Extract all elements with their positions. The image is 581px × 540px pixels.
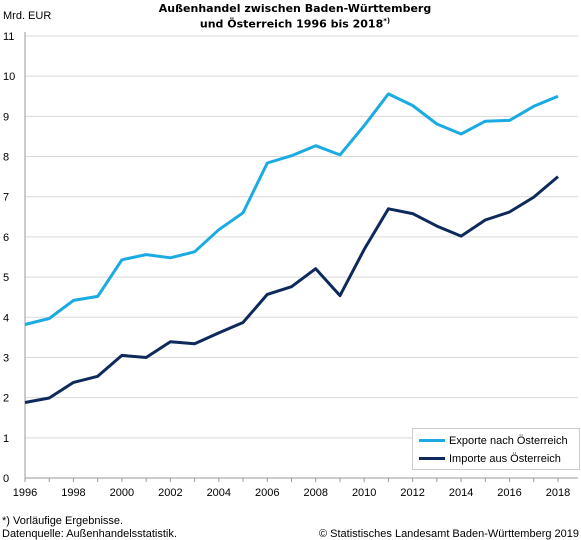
series-exports (24, 92, 559, 326)
copyright: © Statistisches Landesamt Baden-Württemb… (318, 528, 579, 540)
x-tick-label-2006: 2006 (255, 487, 279, 499)
chart-title-line-2: und Österreich 1996 bis 2018*) (150, 15, 440, 31)
y-tick-label-9: 9 (3, 111, 9, 123)
legend: Exporte nach Österreich Importe aus Öste… (412, 428, 580, 470)
x-tick-label-1998: 1998 (61, 487, 85, 499)
series-line-exports (24, 92, 559, 326)
y-tick-label-7: 7 (3, 192, 9, 204)
data-source: Datenquelle: Außenhandelsstatistik. (2, 528, 177, 540)
chart-title-line-2-text: und Österreich 1996 bis 2018 (199, 17, 384, 31)
y-axis-unit-label: Mrd. EUR (3, 10, 52, 22)
legend-item-imports: Importe aus Österreich (419, 451, 561, 467)
legend-label-imports: Importe aus Österreich (449, 453, 561, 465)
y-tick-label-6: 6 (3, 232, 9, 244)
y-tick-label-1: 1 (3, 433, 9, 445)
x-tick-label-2010: 2010 (352, 487, 376, 499)
series-imports (24, 175, 559, 404)
chart-title: Außenhandel zwischen Baden-Württemberg u… (150, 2, 440, 31)
title-footnote-mark: *) (383, 17, 391, 25)
x-tick-label-1996: 1996 (13, 487, 37, 499)
y-tick-label-3: 3 (3, 352, 9, 364)
y-tick-label-0: 0 (3, 473, 9, 485)
axes (24, 32, 578, 482)
series-line-imports (24, 175, 559, 404)
grid-lines (25, 35, 578, 439)
legend-swatch-imports (419, 456, 445, 460)
series-lines (24, 92, 559, 404)
y-tick-label-4: 4 (3, 312, 9, 324)
x-tick-label-2008: 2008 (303, 487, 327, 499)
legend-item-exports: Exporte nach Österreich (419, 433, 568, 449)
legend-swatch-exports (419, 438, 445, 442)
x-tick-label-2000: 2000 (110, 487, 134, 499)
x-tick-label-2014: 2014 (449, 487, 473, 499)
y-tick-label-11: 11 (3, 31, 14, 43)
legend-label-exports: Exporte nach Österreich (449, 435, 568, 447)
x-tick-label-2002: 2002 (158, 487, 182, 499)
footnote: *) Vorläufige Ergebnisse. (2, 515, 124, 527)
x-tick-label-2018: 2018 (546, 487, 570, 499)
x-axis-tick-labels: 1996 1998 2000 2002 2004 2006 2008 2010 2012 2014… (13, 487, 570, 499)
y-tick-label-5: 5 (3, 272, 9, 284)
x-tick-label-2016: 2016 (497, 487, 521, 499)
y-tick-label-2: 2 (3, 393, 9, 405)
x-tick-label-2012: 2012 (400, 487, 424, 499)
chart-title-line-1: Außenhandel zwischen Baden-Württemberg (158, 2, 432, 15)
y-tick-label-10: 10 (3, 71, 15, 83)
y-axis-tick-labels: 0 1 2 3 4 5 6 7 8 9 10 11 (3, 31, 15, 485)
y-tick-label-8: 8 (3, 152, 9, 164)
x-tick-label-2004: 2004 (207, 487, 231, 499)
